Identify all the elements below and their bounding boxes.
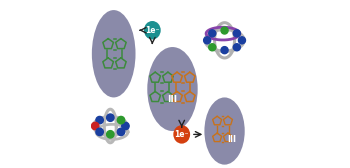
Text: 1e⁻: 1e⁻ xyxy=(174,130,189,139)
Ellipse shape xyxy=(173,125,190,144)
Circle shape xyxy=(204,37,211,44)
Circle shape xyxy=(122,122,129,130)
Circle shape xyxy=(117,128,125,136)
Text: III: III xyxy=(167,95,177,104)
Ellipse shape xyxy=(204,97,245,165)
Circle shape xyxy=(233,44,240,51)
Text: 1e⁻: 1e⁻ xyxy=(145,26,160,35)
Circle shape xyxy=(233,30,240,37)
Circle shape xyxy=(238,37,245,44)
Circle shape xyxy=(96,128,103,136)
Ellipse shape xyxy=(144,21,161,39)
Ellipse shape xyxy=(147,47,198,131)
Ellipse shape xyxy=(92,10,135,97)
Circle shape xyxy=(209,30,216,37)
Circle shape xyxy=(96,116,103,124)
Circle shape xyxy=(107,114,114,121)
Circle shape xyxy=(209,44,216,51)
Circle shape xyxy=(91,122,99,130)
Circle shape xyxy=(117,116,125,124)
Circle shape xyxy=(221,47,228,54)
Circle shape xyxy=(221,27,228,34)
Text: III: III xyxy=(227,135,236,144)
Circle shape xyxy=(107,131,114,138)
